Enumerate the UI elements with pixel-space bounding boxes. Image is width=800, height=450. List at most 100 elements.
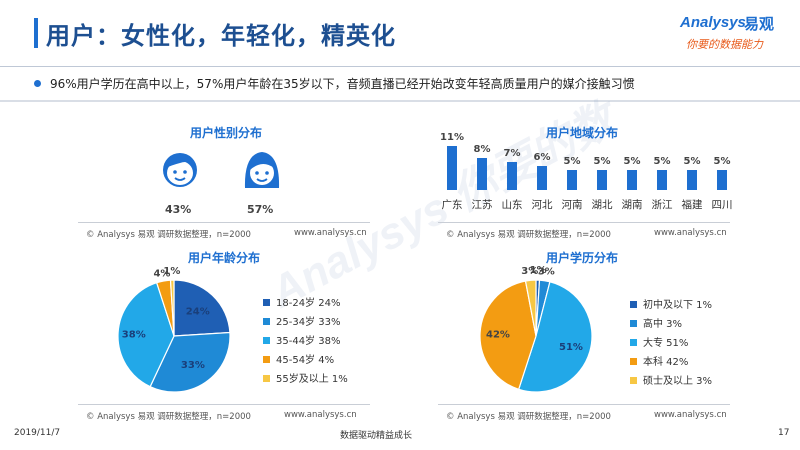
age-source-url: www.analysys.cn [284, 410, 357, 420]
age-legend-swatch [263, 318, 270, 325]
edu-legend-label: 本科 42% [643, 355, 688, 368]
age-legend-label: 45-54岁 4% [276, 353, 334, 366]
age-slice [117, 281, 175, 388]
edu-pie-chart: 1%3% 51% 42% 3% 初中及以下 1% 高中 3% 大专 51% 本科 42% 硕士及… [479, 265, 712, 393]
region-value-label: 7% [504, 148, 521, 159]
age-legend-swatch [263, 337, 270, 344]
male-icon [163, 153, 197, 187]
summary-divider [0, 100, 800, 102]
edu-legend-swatch [630, 358, 637, 365]
region-value-label: 8% [474, 144, 491, 155]
region-value-label: 5% [684, 156, 701, 167]
age-source-note: © Analysys 易观 调研数据整理，n=2000 [86, 412, 251, 422]
edu-source-rule [438, 404, 730, 405]
edu-legend-swatch [630, 377, 637, 384]
edu-legend-label: 初中及以下 1% [643, 298, 712, 311]
logo-slogan: 你要的数据能力 [686, 38, 763, 51]
region-category-label: 四川 [712, 199, 733, 211]
region-category-label: 浙江 [652, 199, 673, 211]
title-accent-bar [34, 18, 38, 48]
age-legend-label: 18-24岁 24% [276, 296, 340, 309]
header-divider [0, 66, 800, 67]
region-bar [657, 170, 667, 190]
female-icon [244, 152, 280, 188]
region-bar [627, 170, 637, 190]
page-number: 17 [778, 428, 790, 438]
edu-legend-label: 硕士及以上 3% [643, 374, 712, 387]
edu-legend-swatch [630, 320, 637, 327]
region-value-label: 5% [624, 156, 641, 167]
region-source-rule [438, 222, 730, 223]
region-category-label: 山东 [502, 198, 523, 211]
gender-source-url: www.analysys.cn [294, 228, 367, 238]
edu-slice-label: 1% [530, 265, 547, 276]
region-category-label: 河北 [532, 199, 553, 211]
edu-source-url: www.analysys.cn [654, 410, 727, 420]
region-bar-chart: 11% 广东 8% 江苏 7% 山东 6% 河北 5% 河南 5% 湖北 5% 湖南 5% 浙江 5% 福建 5% 四… [440, 132, 733, 211]
logo-text-cn: 易观 [744, 15, 775, 33]
region-bar [537, 166, 547, 190]
edu-slice [479, 280, 537, 391]
age-legend-label: 55岁及以上 1% [276, 372, 348, 385]
region-bar [507, 162, 517, 190]
analysys-logo: Analysys 易观 你要的数据能力 [680, 14, 790, 60]
edu-slice [517, 281, 593, 393]
region-category-label: 广东 [442, 198, 463, 211]
region-value-label: 11% [440, 132, 464, 143]
region-bar [477, 158, 487, 190]
region-value-label: 5% [714, 156, 731, 167]
region-chart-title: 用户地域分布 [546, 126, 619, 140]
logo-text-en: Analysys [680, 14, 746, 31]
edu-slice-label: 42% [486, 330, 510, 341]
footer-date: 2019/11/7 [14, 428, 61, 438]
region-bar [567, 170, 577, 190]
age-pie-chart: 24% 33% 38% 4%1% 18-24岁 24% 25-34岁 33% 35-44岁 … [117, 266, 348, 393]
edu-slice-label: 51% [559, 342, 583, 353]
region-source-note: © Analysys 易观 调研数据整理，n=2000 [446, 230, 611, 240]
age-chart-title: 用户年龄分布 [188, 251, 261, 265]
edu-legend-swatch [630, 301, 637, 308]
region-category-label: 湖南 [622, 198, 643, 211]
edu-legend-swatch [630, 339, 637, 346]
gender-source-rule [78, 222, 370, 223]
female-percent-label: 57% [247, 203, 274, 216]
age-legend-swatch [263, 375, 270, 382]
age-source-rule [78, 404, 370, 405]
region-category-label: 江苏 [472, 198, 493, 211]
gender-source-note: © Analysys 易观 调研数据整理，n=2000 [86, 230, 251, 240]
bullet-icon [34, 80, 41, 87]
region-category-label: 河南 [562, 198, 583, 211]
edu-legend-label: 高中 3% [643, 317, 682, 330]
edu-slice [524, 279, 537, 337]
age-legend-swatch [263, 299, 270, 306]
age-slice-label: 38% [122, 329, 146, 340]
edu-chart-title: 用户学历分布 [546, 251, 619, 265]
age-slice-label: 33% [181, 360, 205, 371]
region-source-url: www.analysys.cn [654, 228, 727, 238]
region-bar [597, 170, 607, 190]
region-bar [447, 146, 457, 190]
age-slice-label: 1% [163, 266, 180, 277]
region-category-label: 福建 [682, 198, 703, 211]
region-category-label: 湖北 [592, 199, 613, 211]
region-value-label: 5% [654, 156, 671, 167]
region-value-label: 5% [564, 156, 581, 167]
region-bar [687, 170, 697, 190]
edu-legend-label: 大专 51% [643, 336, 688, 349]
edu-source-note: © Analysys 易观 调研数据整理，n=2000 [446, 412, 611, 422]
age-slice [149, 331, 231, 393]
age-slice [173, 279, 231, 337]
footer-slogan: 数据驱动精益成长 [340, 431, 413, 441]
age-slice [169, 279, 175, 337]
gender-chart-title: 用户性别分布 [190, 126, 263, 140]
region-value-label: 6% [534, 152, 551, 163]
age-slice-label: 4% [153, 269, 170, 280]
page-title: 用户：女性化，年轻化，精英化 [46, 22, 396, 50]
age-legend-label: 25-34岁 33% [276, 315, 340, 328]
edu-slice-label: 3% [521, 266, 538, 277]
age-legend-label: 35-44岁 38% [276, 334, 340, 347]
age-slice-label: 24% [186, 307, 210, 318]
male-percent-label: 43% [165, 203, 192, 216]
region-value-label: 5% [594, 156, 611, 167]
age-legend-swatch [263, 356, 270, 363]
